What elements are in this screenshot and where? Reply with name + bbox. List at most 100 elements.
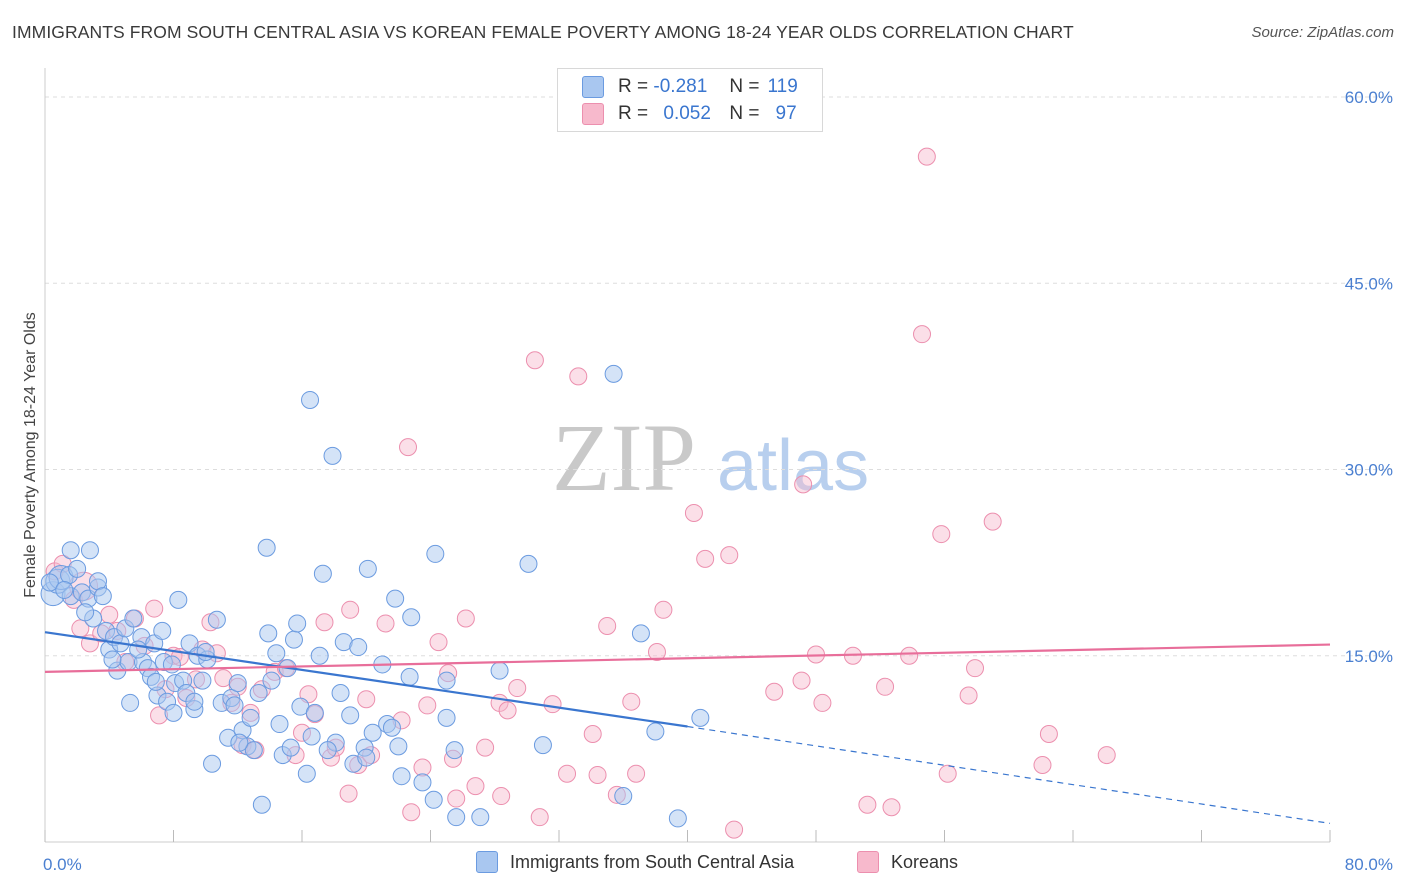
korean-point (583, 724, 602, 743)
south-central-asia-point (164, 703, 183, 722)
korean-point (627, 764, 646, 783)
south-central-asia-point (196, 643, 215, 662)
korean-point (966, 659, 985, 678)
south-central-asia-points (40, 364, 710, 828)
korean-point (725, 820, 744, 839)
korean-point (1039, 724, 1058, 743)
south-central-asia-point (93, 587, 112, 606)
korean-point (622, 692, 641, 711)
south-central-asia-point (426, 544, 445, 563)
korean-point (100, 605, 119, 624)
legend-n-label-1: N = (729, 75, 760, 97)
south-central-asia-point (341, 706, 360, 725)
south-central-asia-point (228, 674, 247, 693)
legend-item-south-central-asia[interactable]: Immigrants from South Central Asia (476, 851, 794, 873)
south-central-asia-point (313, 564, 332, 583)
south-central-asia-point (259, 624, 278, 643)
pink-swatch (857, 851, 879, 873)
legend-label-south-central-asia: Immigrants from South Central Asia (510, 851, 795, 872)
south-central-asia-point (244, 741, 263, 760)
south-central-asia-point (363, 723, 382, 742)
south-central-asia-point (252, 795, 271, 814)
legend-r-label-2: R = (618, 102, 649, 124)
korean-point (558, 764, 577, 783)
korean-point (684, 503, 703, 522)
x-tick-label-start: 0.0% (43, 855, 82, 874)
korean-point (813, 693, 832, 712)
source-note: Source: ZipAtlas.com (1251, 24, 1394, 41)
south-central-asia-point (302, 727, 321, 746)
y-tick-label: 15.0% (1345, 647, 1393, 666)
south-central-asia-point (691, 708, 710, 727)
south-central-asia-point (185, 692, 204, 711)
korean-point (492, 787, 511, 806)
south-central-asia-point (392, 767, 411, 786)
series-legend: Immigrants from South Central Asia Korea… (0, 851, 1406, 879)
legend-item-koreans[interactable]: Koreans (857, 851, 958, 873)
korean-point (145, 599, 164, 618)
legend-n-value-1: 119 (767, 75, 798, 97)
pink-swatch (582, 102, 604, 125)
south-central-asia-point (533, 736, 552, 755)
south-central-asia-point (400, 667, 419, 686)
korean-point (917, 147, 936, 166)
south-central-asia-point (490, 661, 509, 680)
legend-r-value-1: -0.281 (653, 75, 708, 97)
korean-point (696, 549, 715, 568)
south-central-asia-point (40, 573, 59, 592)
korean-point (399, 438, 418, 457)
korean-point (530, 808, 549, 827)
south-central-asia-point (267, 644, 286, 663)
south-central-asia-point (323, 446, 342, 465)
legend-r-label-1: R = (618, 75, 649, 97)
korean-point (858, 795, 877, 814)
tick-labels: 15.0% 30.0% 45.0% 60.0% 0.0% 80.0% (43, 88, 1393, 874)
korean-point (525, 351, 544, 370)
blue-swatch (476, 851, 498, 873)
south-central-asia-point (604, 364, 623, 383)
south-central-asia-point (382, 718, 401, 737)
south-central-asia-point (225, 696, 244, 715)
south-central-asia-point (249, 684, 268, 702)
south-central-asia-point (257, 538, 276, 557)
legend-n-value-2: 97 (775, 102, 797, 124)
korean-point (647, 643, 666, 662)
gridlines (45, 96, 1392, 657)
south-central-asia-point (203, 754, 222, 773)
korean-point (794, 475, 813, 494)
south-central-asia-point (331, 684, 350, 702)
korean-point (876, 677, 895, 696)
korean-point (983, 512, 1002, 531)
trend-line-south-central-asia (44, 631, 688, 728)
south-central-asia-point (121, 693, 140, 712)
correlation-legend: R = -0.281 N = 119 R = 0.052 N = 97 (557, 68, 823, 132)
south-central-asia-point (89, 572, 108, 591)
korean-point (357, 690, 376, 709)
south-central-asia-point (129, 640, 148, 659)
south-central-asia-point (402, 608, 421, 627)
korean-point (543, 695, 562, 714)
south-central-asia-point (153, 621, 172, 640)
korean-point (376, 614, 395, 633)
south-central-asia-point (447, 808, 466, 827)
south-central-asia-point (424, 790, 443, 809)
south-central-asia-point (389, 737, 408, 756)
korean-point (720, 546, 739, 565)
korean-point (654, 600, 673, 619)
south-central-asia-point (413, 773, 432, 792)
blue-swatch (582, 75, 604, 98)
south-central-asia-point (358, 559, 377, 578)
south-central-asia-point (262, 671, 281, 690)
south-central-asia-point (80, 541, 99, 560)
south-central-asia-point (646, 722, 665, 741)
south-central-asia-point (349, 638, 368, 657)
korean-point (598, 616, 617, 635)
watermark-zip: ZIP (552, 404, 696, 511)
korean-point (1033, 756, 1052, 775)
south-central-asia-point (305, 703, 324, 722)
south-central-asia-point (103, 650, 122, 669)
south-central-asia-point (76, 603, 95, 622)
south-central-asia-point (241, 708, 260, 727)
south-central-asia-point (169, 590, 188, 609)
